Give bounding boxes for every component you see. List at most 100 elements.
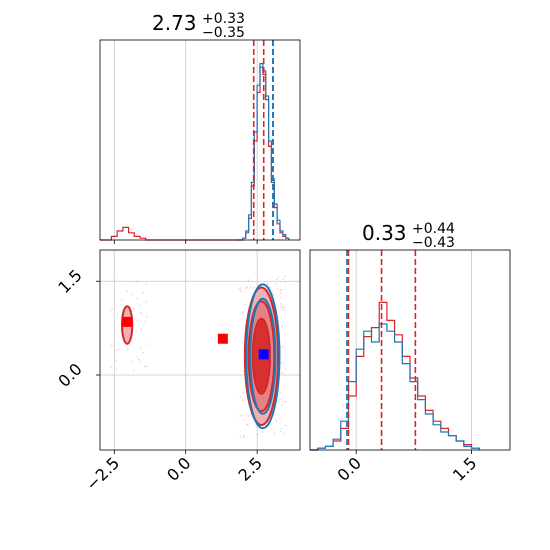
joint-sample-point [249,286,252,289]
marginal-y-xtick-label: 1.5 [449,453,480,484]
joint-sample-point [280,362,283,364]
joint-sample-point [279,296,282,299]
marginal-y-title-upper: +0.44 [412,221,455,237]
joint-marker-red [122,316,133,327]
joint-sample-point [145,301,148,303]
joint-sample-point [244,287,246,289]
joint-contour-blue [249,297,277,415]
joint-sample-point [284,281,287,284]
joint-sample-point [257,433,259,435]
marginal-x-axes-frame [99,39,301,241]
marginal-y-xtick-label: 0.0 [334,453,365,484]
joint-sample-point [272,290,274,293]
joint-sample-point [239,287,241,289]
marginal-x-title-lower: −0.35 [202,25,245,41]
joint-sample-point [284,368,287,370]
joint-sample-point [244,303,246,306]
joint-sample-point [281,324,284,327]
joint-marker-blue [258,349,269,360]
joint-sample-point [282,278,285,280]
joint-marker-red [217,333,228,344]
joint-sample-point [242,311,245,313]
joint-sample-point [113,338,116,341]
joint-sample-point [136,355,139,358]
joint-sample-point [284,275,286,277]
joint-sample-point [280,427,283,430]
joint-sample-point [137,358,140,360]
joint-sample-point [145,365,148,368]
marginal-y-axes-frame [309,249,511,451]
joint-sample-point [239,435,241,438]
joint-sample-point [121,299,123,302]
joint-sample-point [284,400,287,403]
joint-sample-point [111,308,114,310]
joint-sample-point [280,303,282,305]
joint-sample-point [277,276,280,278]
joint-xtick-label: 2.5 [235,453,266,484]
joint-ytick-label: 1.5 [54,266,85,297]
joint-sample-point [135,297,138,300]
joint-sample-point [283,432,285,435]
joint-xtick-label: 0.0 [163,453,194,484]
joint-sample-point [282,308,285,311]
data-layer [100,40,480,451]
joint-sample-point [144,320,147,323]
joint-sample-point [281,306,283,309]
joint-sample-point [117,348,120,351]
joint-sample-point [280,430,282,433]
joint-sample-point [140,347,142,349]
joint-sample-point [279,291,282,294]
joint-sample-point [247,279,250,281]
joint-sample-point [241,392,244,394]
joint-sample-point [240,290,242,293]
joint-sample-point [241,399,244,401]
joint-sample-point [142,292,145,294]
joint-sample-point [145,284,148,286]
joint-sample-point [239,288,241,290]
joint-sample-point [143,365,146,368]
joint-sample-point [261,431,264,433]
joint-sample-point [114,359,117,361]
joint-sample-point [271,427,273,430]
joint-sample-point [109,366,112,369]
joint-contour-blue [245,283,281,430]
joint-axes-frame [99,249,301,451]
joint-sample-point [131,293,133,295]
marginal-y-histogram-red [310,301,480,451]
joint-sample-point [145,316,148,318]
joint-sample-point [284,424,287,427]
joint-sample-point [275,294,278,296]
joint-sample-point [127,348,129,350]
marginal-x-title-upper: +0.33 [202,11,245,27]
frame-layer [99,39,511,451]
joint-sample-point [274,283,277,285]
marginal-x-histogram-red [100,66,290,241]
joint-sample-point [136,319,139,322]
joint-sample-point [242,436,245,439]
joint-sample-point [242,419,245,421]
joint-sample-point [142,352,144,354]
joint-sample-point [276,278,278,280]
joint-sample-point [279,289,282,291]
joint-sample-point [135,330,137,333]
joint-sample-point [272,292,275,295]
joint-xtick-label: −2.5 [82,453,123,494]
joint-sample-point [140,311,142,314]
joint-sample-point [269,286,272,289]
joint-sample-point [115,368,118,370]
joint-sample-point [139,305,142,307]
joint-sample-point [273,432,276,435]
joint-sample-point [280,326,283,328]
marginal-y-histogram-blue [310,323,480,451]
marginal-x-histogram-blue [237,63,290,241]
joint-sample-point [283,306,285,309]
joint-ytick-label: 0.0 [54,359,85,390]
joint-sample-point [275,419,278,422]
joint-sample-point [282,372,284,374]
joint-sample-point [280,289,283,291]
joint-sample-point [243,435,245,437]
joint-sample-point [279,392,281,395]
joint-sample-point [266,283,269,285]
joint-sample-point [114,349,117,352]
